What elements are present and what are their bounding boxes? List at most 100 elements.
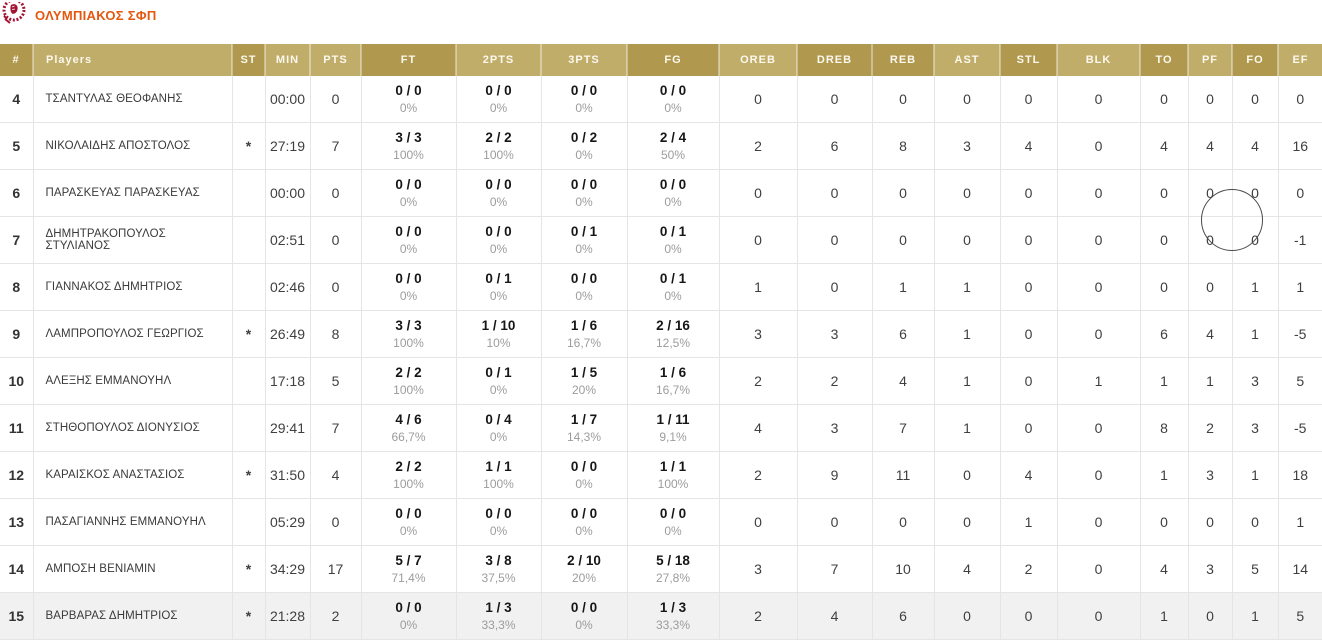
made-attempted-value: 0 / 0 (570, 82, 598, 98)
cell-min: 29:41 (265, 404, 311, 452)
table-row[interactable]: 8 ΓΙΑΝΝΑΚΟΣ ΔΗΜΗΤΡΙΟΣ 02:46 0 0 / 0 0% 0 / 1 0%… (0, 263, 1322, 311)
made-attempted-value: 0 / 2 (570, 129, 598, 145)
table-row[interactable]: 12 ΚΑΡΑΙΣΚΟΣ ΑΝΑΣΤΑΣΙΟΣ * 31:50 4 2 / 2 100% 1 … (0, 451, 1322, 499)
column-header-ft: FT (361, 44, 457, 76)
cell-pts: 4 (310, 451, 362, 499)
cell-stl: 0 (1000, 357, 1058, 405)
cell-ast: 3 (934, 122, 1001, 170)
cell-fo: 3 (1232, 357, 1279, 405)
cell-fg: 5 / 18 27,8% (627, 545, 720, 593)
column-header-player: Players (33, 44, 233, 76)
cell-pf: 0 (1188, 263, 1233, 311)
table-row[interactable]: 14 ΑΜΠΟΣΗ ΒΕΝΙΑΜΙΝ * 34:29 17 5 / 7 71,4% 3 / 8… (0, 545, 1322, 593)
cell-dreb: 2 (797, 357, 873, 405)
cell-fo: 5 (1232, 545, 1279, 593)
column-header-oreb: OREB (719, 44, 798, 76)
table-row[interactable]: 10 ΑΛΕΞΗΣ ΕΜΜΑΝΟΥΗΛ 17:18 5 2 / 2 100% 0 / 1 0%… (0, 357, 1322, 405)
cell-blk: 1 (1057, 357, 1141, 405)
cell-num: 11 (0, 404, 34, 452)
cell-dreb: 9 (797, 451, 873, 499)
cell-min: 05:29 (265, 498, 311, 546)
percentage-value: 33,3% (655, 617, 691, 632)
cell-blk: 0 (1057, 451, 1141, 499)
cell-pts: 0 (310, 169, 362, 217)
made-attempted-value: 2 / 2 (395, 364, 422, 380)
cell-pf: 4 (1188, 310, 1233, 358)
cell-ft: 2 / 2 100% (361, 357, 457, 405)
cell-num: 13 (0, 498, 34, 546)
cell-dreb: 0 (797, 498, 873, 546)
made-attempted-value: 5 / 18 (656, 552, 690, 568)
cell-num: 10 (0, 357, 34, 405)
table-row[interactable]: 11 ΣΤΗΘΟΠΟΥΛΟΣ ΔΙΟΝΥΣΙΟΣ 29:41 7 4 / 6 66,7% 0… (0, 404, 1322, 452)
column-header-pf: PF (1188, 44, 1233, 76)
cell-reb: 7 (872, 404, 935, 452)
made-attempted-value: 0 / 0 (485, 176, 512, 192)
cell-p2: 0 / 0 0% (456, 169, 542, 217)
cell-ef: 1 (1278, 263, 1322, 311)
cell-st (232, 498, 266, 546)
cell-dreb: 0 (797, 263, 873, 311)
cell-pf: 2 (1188, 404, 1233, 452)
cell-pts: 17 (310, 545, 362, 593)
cell-fg: 0 / 1 0% (627, 216, 720, 264)
cell-ast: 0 (934, 451, 1001, 499)
column-header-min: MIN (265, 44, 311, 76)
cell-ast: 0 (934, 216, 1001, 264)
cell-p3: 1 / 5 20% (541, 357, 628, 405)
cell-reb: 0 (872, 76, 935, 123)
cell-stl: 0 (1000, 404, 1058, 452)
column-header-fo: FO (1232, 44, 1279, 76)
cell-fg: 1 / 11 9,1% (627, 404, 720, 452)
cell-ef: 16 (1278, 122, 1322, 170)
made-attempted-value: 0 / 0 (395, 223, 422, 239)
cell-fo: 0 (1232, 76, 1279, 123)
cell-fg: 0 / 0 0% (627, 498, 720, 546)
cell-st: * (232, 592, 266, 640)
cell-ft: 4 / 6 66,7% (361, 404, 457, 452)
percentage-value: 100% (657, 476, 689, 491)
table-row[interactable]: 13 ΠΑΣΑΓΙΑΝΝΗΣ ΕΜΜΑΝΟΥΗΛ 05:29 0 0 / 0 0% 0 / … (0, 498, 1322, 546)
table-row[interactable]: 7 ΔΗΜΗΤΡΑΚΟΠΟΥΛΟΣ ΣΤΥΛΙΑΝΟΣ 02:51 0 0 / 0 0% 0… (0, 216, 1322, 264)
cell-p2: 0 / 0 0% (456, 216, 542, 264)
made-attempted-value: 0 / 0 (570, 176, 598, 192)
cell-ft: 0 / 0 0% (361, 169, 457, 217)
made-attempted-value: 2 / 2 (395, 458, 422, 474)
cell-fg: 0 / 1 0% (627, 263, 720, 311)
table-row[interactable]: 5 ΝΙΚΟΛΑΙΔΗΣ ΑΠΟΣΤΟΛΟΣ * 27:19 7 3 / 3 100% 2 /… (0, 122, 1322, 170)
cell-ft: 0 / 0 0% (361, 498, 457, 546)
percentage-value: 0% (489, 288, 508, 303)
table-row[interactable]: 9 ΛΑΜΠΡΟΠΟΥΛΟΣ ΓΕΩΡΓΙΟΣ * 26:49 8 3 / 3 100% 1 … (0, 310, 1322, 358)
cell-p3: 1 / 7 14,3% (541, 404, 628, 452)
cell-to: 6 (1140, 310, 1189, 358)
percentage-value: 33,3% (481, 617, 516, 632)
cell-num: 7 (0, 216, 34, 264)
cell-blk: 0 (1057, 310, 1141, 358)
made-attempted-value: 0 / 0 (395, 176, 422, 192)
cell-st (232, 169, 266, 217)
cell-pf: 1 (1188, 357, 1233, 405)
made-attempted-value: 0 / 0 (395, 82, 422, 98)
cell-dreb: 7 (797, 545, 873, 593)
cell-to: 1 (1140, 451, 1189, 499)
cell-p2: 1 / 1 100% (456, 451, 542, 499)
cell-to: 0 (1140, 76, 1189, 123)
made-attempted-value: 0 / 1 (485, 270, 512, 286)
table-row[interactable]: 4 ΤΣΑΝΤΥΛΑΣ ΘΕΟΦΑΝΗΣ 00:00 0 0 / 0 0% 0 / 0 0% 0… (0, 76, 1322, 123)
cell-fg: 1 / 1 100% (627, 451, 720, 499)
percentage-value: 12,5% (655, 335, 691, 350)
cell-p2: 0 / 1 0% (456, 357, 542, 405)
cell-fo: 1 (1232, 263, 1279, 311)
cell-num: 8 (0, 263, 34, 311)
percentage-value: 0% (575, 147, 593, 162)
table-row[interactable]: 6 ΠΑΡΑΣΚΕΥΑΣ ΠΑΡΑΣΚΕΥΑΣ 00:00 0 0 / 0 0% 0 / 0… (0, 169, 1322, 217)
cell-fo: 1 (1232, 310, 1279, 358)
cell-dreb: 6 (797, 122, 873, 170)
made-attempted-value: 0 / 0 (485, 505, 512, 521)
cell-ef: -5 (1278, 310, 1322, 358)
cell-pf: 0 (1188, 169, 1233, 217)
percentage-value: 0% (399, 241, 418, 256)
cell-min: 21:28 (265, 592, 311, 640)
cell-blk: 0 (1057, 592, 1141, 640)
